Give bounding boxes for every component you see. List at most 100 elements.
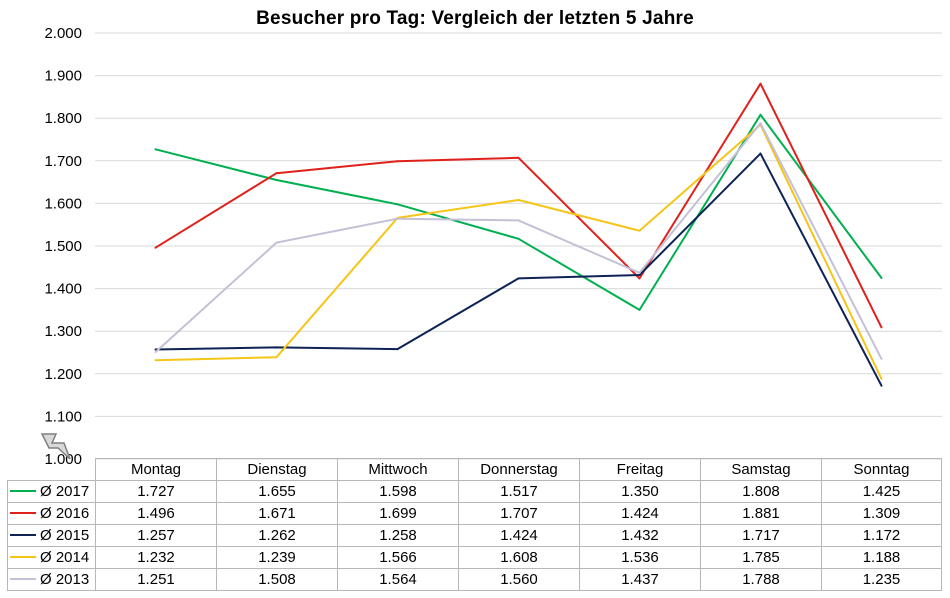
data-point: [275, 241, 278, 244]
y-tick-label: 1.400: [44, 281, 82, 298]
data-point: [638, 229, 641, 232]
data-label: 1.235: [821, 568, 942, 591]
data-label: 1.437: [579, 568, 701, 591]
legend-swatch: [10, 534, 36, 537]
data-point: [396, 348, 399, 351]
y-tick-label: 1.900: [44, 68, 82, 85]
series-name: Ø 2014: [40, 549, 90, 566]
series-legend: Ø 2017: [7, 480, 96, 503]
data-point: [517, 198, 520, 201]
data-point: [880, 326, 883, 329]
table-body: Ø 2017 1.727 1.655 1.598 1.517 1.350 1.808 1.42…: [7, 480, 942, 591]
y-tick-label: 1.300: [44, 323, 82, 340]
y-tick-label: 1.000: [44, 451, 82, 468]
series-name: Ø 2015: [40, 527, 90, 544]
data-point: [275, 346, 278, 349]
data-point: [759, 152, 762, 155]
data-point: [517, 219, 520, 222]
data-point: [880, 384, 883, 387]
series-legend: Ø 2016: [7, 502, 96, 525]
data-label: 1.517: [458, 480, 580, 503]
data-label: 1.188: [821, 546, 942, 569]
data-point: [275, 356, 278, 359]
data-label: 1.251: [95, 568, 217, 591]
data-point: [759, 82, 762, 85]
table-row: Ø 2015 1.257 1.262 1.258 1.424 1.432 1.717 1.17…: [7, 524, 942, 547]
data-point: [396, 203, 399, 206]
data-label: 1.608: [458, 546, 580, 569]
legend-swatch: [10, 556, 36, 559]
data-label: 1.671: [216, 502, 338, 525]
data-label: 1.309: [821, 502, 942, 525]
data-label: 1.699: [337, 502, 459, 525]
data-point: [396, 217, 399, 220]
data-label: 1.258: [337, 524, 459, 547]
data-label: 1.785: [700, 546, 822, 569]
category-label: Dienstag: [216, 458, 338, 481]
y-tick-label: 1.100: [44, 408, 82, 425]
data-table: Montag Dienstag Mittwoch Donnerstag Freitag S…: [7, 458, 942, 591]
y-tick-label: 1.200: [44, 366, 82, 383]
category-label: Donnerstag: [458, 458, 580, 481]
table-row: Ø 2016 1.496 1.671 1.699 1.707 1.424 1.881 1.30…: [7, 502, 942, 525]
data-label: 1.727: [95, 480, 217, 503]
legend-swatch: [10, 490, 36, 493]
y-tick-label: 1.800: [44, 110, 82, 127]
data-point: [517, 277, 520, 280]
y-tick-label: 1.600: [44, 195, 82, 212]
table-row: Ø 2013 1.251 1.508 1.564 1.560 1.437 1.788 1.23…: [7, 568, 942, 591]
category-label: Samstag: [700, 458, 822, 481]
category-label: Freitag: [579, 458, 701, 481]
data-point: [880, 377, 883, 380]
data-label: 1.598: [337, 480, 459, 503]
gridlines: [95, 32, 942, 460]
data-point: [154, 359, 157, 362]
data-label: 1.788: [700, 568, 822, 591]
data-label: 1.262: [216, 524, 338, 547]
legend-swatch: [10, 512, 36, 515]
data-label: 1.350: [579, 480, 701, 503]
y-axis-ticks: 1.000 1.100 1.200 1.300 1.400 1.500 1.600 1.700…: [44, 25, 82, 468]
y-tick-label: 1.500: [44, 238, 82, 255]
data-label: 1.564: [337, 568, 459, 591]
series-name: Ø 2016: [40, 505, 90, 522]
data-point: [154, 148, 157, 151]
series-line: [155, 123, 883, 380]
data-point: [275, 172, 278, 175]
series-line: [154, 82, 883, 328]
data-label: 1.172: [821, 524, 942, 547]
data-label: 1.655: [216, 480, 338, 503]
data-point: [154, 246, 157, 249]
y-tick-label: 2.000: [44, 25, 82, 42]
series-legend: Ø 2015: [7, 524, 96, 547]
data-label: 1.432: [579, 524, 701, 547]
data-label: 1.808: [700, 480, 822, 503]
data-label: 1.232: [95, 546, 217, 569]
data-point: [154, 348, 157, 351]
data-point: [759, 113, 762, 116]
data-point: [880, 276, 883, 279]
data-label: 1.424: [458, 524, 580, 547]
data-point: [759, 122, 762, 125]
data-label: 1.717: [700, 524, 822, 547]
series-line: [155, 152, 883, 387]
data-label: 1.560: [458, 568, 580, 591]
data-point: [638, 271, 641, 274]
data-point: [880, 357, 883, 360]
data-point: [638, 277, 641, 280]
data-point: [396, 160, 399, 163]
table-row: Ø 2017 1.727 1.655 1.598 1.517 1.350 1.808 1.42…: [7, 480, 942, 503]
series-name: Ø 2017: [40, 483, 90, 500]
category-label: Mittwoch: [337, 458, 459, 481]
data-label: 1.508: [216, 568, 338, 591]
data-label: 1.707: [458, 502, 580, 525]
table-row: Ø 2014 1.232 1.239 1.566 1.608 1.536 1.785 1.18…: [7, 546, 942, 569]
series-name: Ø 2013: [40, 571, 90, 588]
data-point: [638, 273, 641, 276]
category-label: Sonntag: [821, 458, 942, 481]
y-tick-label: 1.700: [44, 153, 82, 170]
data-label: 1.881: [700, 502, 822, 525]
data-label: 1.566: [337, 546, 459, 569]
data-point: [638, 308, 641, 311]
